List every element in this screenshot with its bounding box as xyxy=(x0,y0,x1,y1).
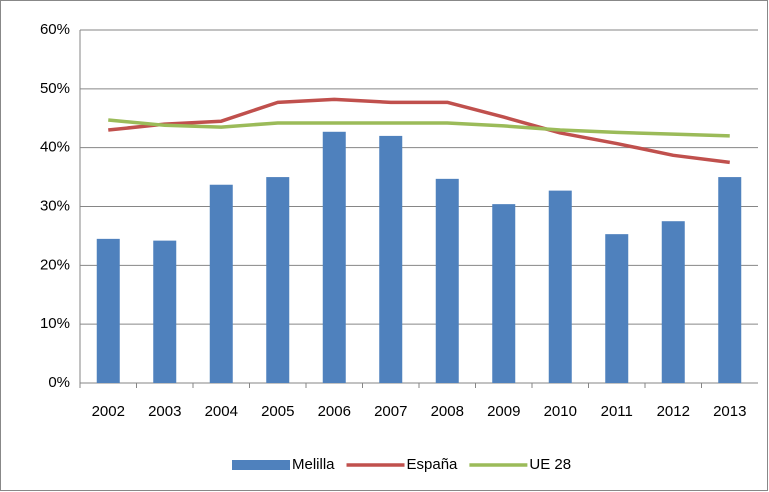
line xyxy=(108,97,730,165)
x-tick-label: 2010 xyxy=(544,403,577,420)
x-tick-label: 2007 xyxy=(374,403,407,420)
y-tick-label: 20% xyxy=(40,256,70,273)
y-tick-label: 50% xyxy=(40,80,70,97)
bar xyxy=(492,204,516,383)
bar xyxy=(153,240,177,383)
x-tick-label: 2004 xyxy=(205,403,238,420)
y-tick-label: 30% xyxy=(40,197,70,214)
y-tick-label: 0% xyxy=(48,374,70,391)
bar xyxy=(96,238,120,383)
bar xyxy=(605,234,629,383)
bar xyxy=(718,177,742,383)
legend-label: Melilla xyxy=(292,456,335,473)
bar xyxy=(322,131,346,383)
x-tick-label: 2005 xyxy=(261,403,294,420)
y-tick-label: 10% xyxy=(40,315,70,332)
bar xyxy=(266,177,290,383)
bar xyxy=(435,178,459,383)
x-tick-label: 2013 xyxy=(713,403,746,420)
bar xyxy=(548,190,572,383)
x-tick-label: 2009 xyxy=(487,403,520,420)
legend-label: UE 28 xyxy=(529,456,571,473)
x-tick-label: 2011 xyxy=(601,403,633,420)
line xyxy=(108,118,730,138)
x-tick-label: 2012 xyxy=(657,403,690,420)
x-tick-label: 2008 xyxy=(431,403,464,420)
bar xyxy=(379,135,403,383)
bar xyxy=(661,221,685,383)
legend-label: España xyxy=(407,456,459,473)
y-tick-label: 60% xyxy=(40,21,70,38)
legend-swatch xyxy=(232,460,290,470)
x-tick-label: 2003 xyxy=(148,403,181,420)
y-tick-label: 40% xyxy=(40,139,70,156)
x-tick-label: 2002 xyxy=(92,403,125,420)
bar xyxy=(209,184,233,383)
x-tick-label: 2006 xyxy=(318,403,351,420)
